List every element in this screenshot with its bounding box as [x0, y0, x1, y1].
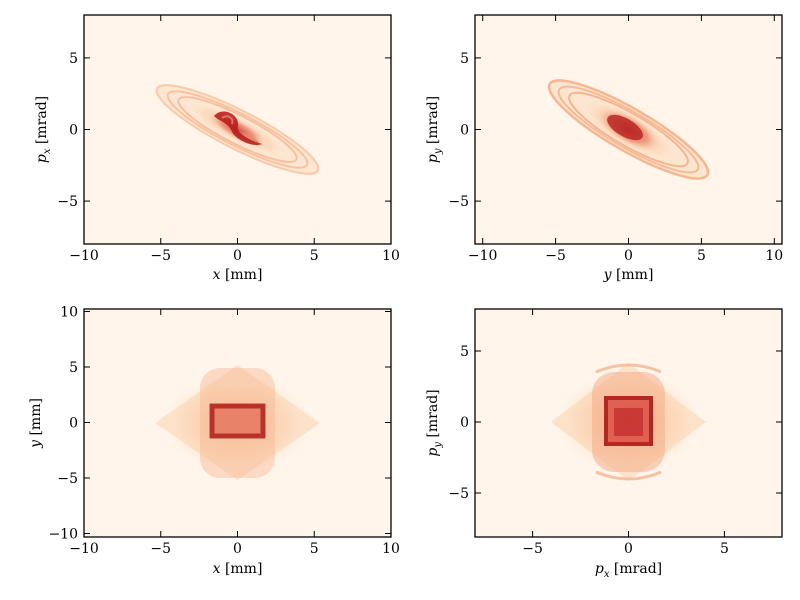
- tick-label: 10: [765, 248, 783, 264]
- y-tick-labels: 5 0 −5: [448, 51, 469, 210]
- y-axis-label: y [mm]: [28, 398, 44, 449]
- tick-label: 0: [233, 541, 242, 557]
- tick-label: −5: [522, 541, 543, 557]
- tick-label: −10: [48, 527, 78, 543]
- y-axis-label: py [mrad]: [425, 389, 444, 456]
- tick-label: 0: [624, 248, 633, 264]
- tick-label: 0: [460, 415, 469, 431]
- tick-label: 10: [60, 305, 78, 321]
- heatmap-px-py: [551, 363, 706, 481]
- y-ticks: [84, 57, 391, 202]
- tick-label: 0: [69, 123, 78, 139]
- x-tick-labels: −5 0 5: [522, 541, 729, 557]
- tick-label: −10: [468, 248, 498, 264]
- tick-label: −5: [545, 248, 566, 264]
- tick-label: −10: [69, 541, 99, 557]
- core-s-shape-inner: [221, 115, 259, 143]
- tick-label: 10: [382, 541, 400, 557]
- y-axis-label: py [mrad]: [425, 96, 444, 163]
- heatmap-x-px: [155, 84, 320, 175]
- x-tick-labels: −10 −5 0 5 10: [69, 541, 400, 557]
- tick-label: −5: [448, 486, 469, 502]
- panel-x-y: −10 −5 0 5 10 10 5 0 −5 −10 x [mm] y [mm…: [28, 305, 400, 578]
- tick-label: 5: [460, 344, 469, 360]
- y-tick-labels: 5 0 −5: [57, 51, 78, 210]
- halo-ring: [177, 96, 298, 163]
- tick-label: −5: [57, 194, 78, 210]
- x-ticks: [532, 309, 725, 537]
- tick-label: 5: [697, 248, 706, 264]
- x-axis-label: px [mrad]: [595, 561, 662, 580]
- tick-label: −5: [150, 541, 171, 557]
- panel-px-py: −5 0 5 5 0 −5 px [mrad] py [mrad]: [425, 308, 783, 580]
- core-center: [614, 408, 643, 436]
- y-tick-labels: 10 5 0 −5 −10: [48, 305, 78, 543]
- panel-x-px: −10 −5 0 5 10 5 0 −5 x [mm] px [mrad]: [34, 14, 400, 283]
- x-axis-label: x [mm]: [213, 561, 263, 577]
- tick-label: 5: [69, 360, 78, 376]
- tick-label: −5: [150, 248, 171, 264]
- x-ticks: [83, 15, 392, 244]
- tick-label: −5: [57, 471, 78, 487]
- halo-arc: [595, 470, 662, 481]
- tick-label: 0: [233, 248, 242, 264]
- heatmap-x-y: [155, 365, 320, 480]
- x-tick-labels: −10 −5 0 5 10: [69, 248, 400, 264]
- tick-label: −5: [448, 194, 469, 210]
- tick-label: 5: [460, 51, 469, 67]
- heatmap-y-py: [547, 79, 710, 180]
- core-edge: [604, 396, 653, 446]
- y-tick-labels: 5 0 −5: [448, 344, 469, 502]
- y-ticks: [475, 57, 782, 202]
- tick-label: 5: [69, 51, 78, 67]
- tick-label: 0: [69, 416, 78, 432]
- y-ticks: [84, 311, 391, 534]
- tick-label: 10: [382, 248, 400, 264]
- tick-label: −10: [69, 248, 99, 264]
- tick-label: 5: [310, 541, 319, 557]
- halo-arc: [595, 363, 662, 374]
- halo-ring: [547, 79, 710, 180]
- core-s-shape: [214, 111, 262, 146]
- tick-label: 5: [310, 248, 319, 264]
- y-ticks: [475, 350, 782, 494]
- tick-label: 0: [624, 541, 633, 557]
- halo-ring: [155, 84, 320, 175]
- panel-y-py: −10 −5 0 5 10 5 0 −5 y [mm] py [mrad]: [425, 14, 783, 283]
- tick-label: 5: [720, 541, 729, 557]
- halo-ring: [166, 90, 309, 169]
- x-ticks: [482, 15, 775, 244]
- core-square: [210, 404, 265, 438]
- x-tick-labels: −10 −5 0 5 10: [468, 248, 783, 264]
- core: [607, 114, 643, 141]
- core-edge: [209, 403, 266, 439]
- tick-label: 0: [460, 123, 469, 139]
- y-axis-label: px [mrad]: [34, 96, 53, 163]
- halo-ring: [557, 85, 700, 174]
- x-axis-label: y [mm]: [603, 267, 654, 283]
- x-axis-label: x [mm]: [213, 267, 263, 283]
